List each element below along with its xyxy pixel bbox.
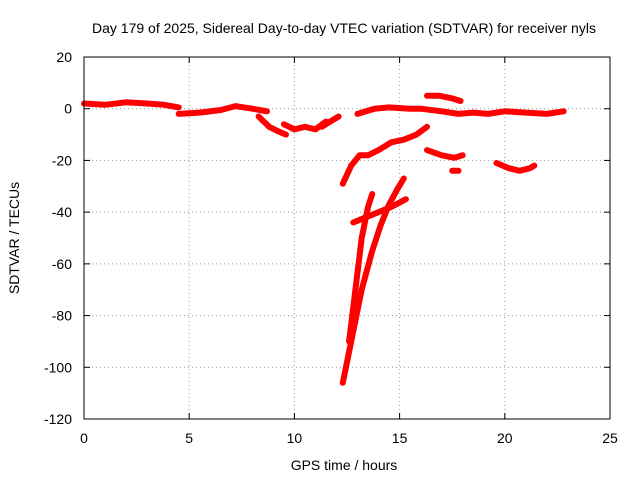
x-tick-label: 10 [287, 430, 303, 446]
x-axis-title: GPS time / hours [291, 457, 398, 473]
data-series-trace [339, 123, 430, 187]
y-tick-label: -60 [52, 256, 72, 272]
x-tick-label: 5 [185, 430, 193, 446]
grid-lines [84, 57, 610, 419]
y-tick-label: -40 [52, 204, 72, 220]
data-series-trace [354, 104, 567, 117]
data-series-trace [346, 191, 376, 345]
plot-frame [83, 56, 611, 420]
data-series-trace [424, 92, 464, 104]
y-axis-ticks: -120 -100 -80 -60 -40 -20 0 20 [44, 49, 610, 427]
data-series-trace [350, 196, 409, 226]
data-series-trace [318, 113, 342, 130]
y-tick-label: -120 [44, 411, 72, 427]
x-tick-label: 25 [602, 430, 618, 446]
chart-title: Day 179 of 2025, Sidereal Day-to-day VTE… [92, 20, 596, 36]
y-tick-label: 20 [56, 49, 72, 65]
data-series-trace [255, 113, 289, 138]
y-tick-label: -100 [44, 359, 72, 375]
x-tick-label: 0 [80, 430, 88, 446]
data-series-trace [175, 103, 270, 117]
x-tick-label: 20 [497, 430, 513, 446]
data-series-trace [81, 99, 182, 111]
x-tick-label: 15 [392, 430, 408, 446]
x-axis-ticks: 0 5 10 15 20 25 [80, 57, 618, 446]
data-series-trace [493, 160, 538, 174]
data-series-trace [424, 147, 466, 161]
y-tick-label: -20 [52, 152, 72, 168]
y-tick-label: -80 [52, 308, 72, 324]
data-series-trace [339, 175, 407, 386]
y-tick-label: 0 [64, 101, 72, 117]
data-series [81, 92, 567, 386]
y-axis-title: SDTVAR / TECUs [6, 182, 22, 294]
